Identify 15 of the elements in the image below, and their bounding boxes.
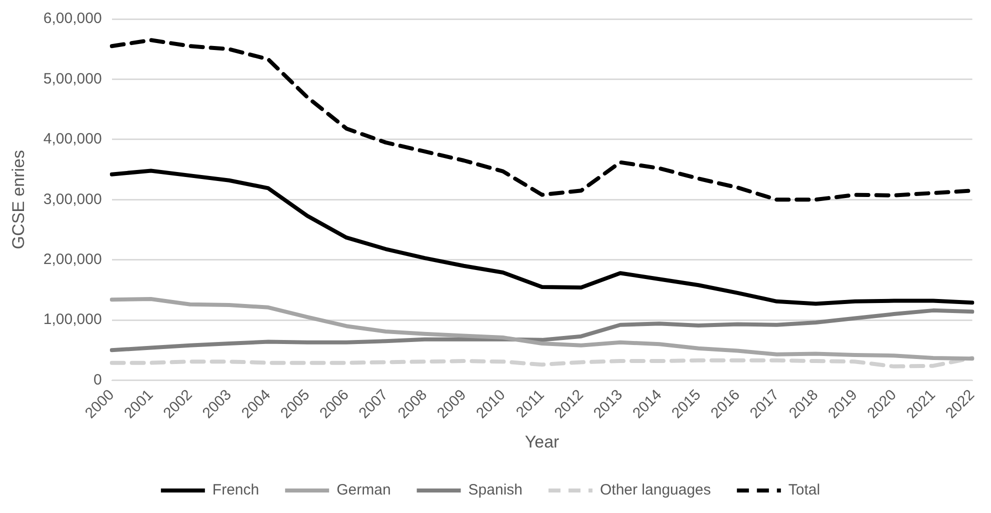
legend-label: Other languages [600, 482, 711, 499]
legend-label: Total [788, 482, 820, 499]
y-axis-title: GCSE enries [8, 150, 28, 250]
y-tick-label: 3,00,000 [43, 190, 102, 208]
x-axis-title: Year [524, 432, 560, 452]
y-tick-label: 1,00,000 [43, 311, 102, 328]
y-tick-label: 5,00,000 [43, 70, 102, 88]
y-tick-label: 4,00,000 [43, 130, 102, 148]
y-tick-label: 0 [93, 371, 102, 388]
y-tick-label: 6,00,000 [43, 10, 102, 28]
legend-label: Spanish [468, 482, 522, 499]
legend-label: German [336, 482, 391, 499]
legend-label: French [212, 482, 260, 499]
line-series [110, 356, 974, 368]
y-tick-label: 2,00,000 [43, 250, 102, 268]
